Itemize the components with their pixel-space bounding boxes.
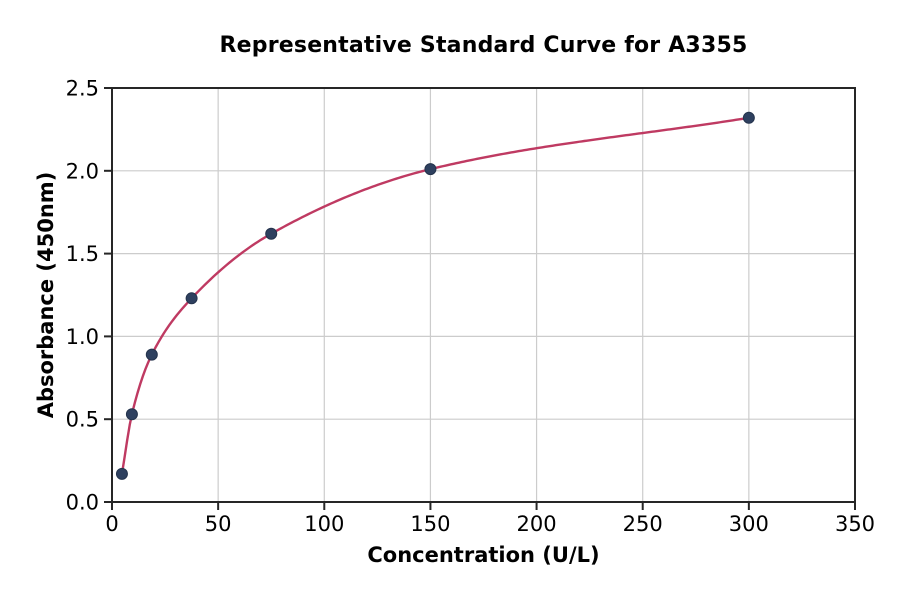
x-tick-label: 200 <box>517 512 557 536</box>
y-tick-label: 2.0 <box>66 159 99 183</box>
x-tick-label: 250 <box>623 512 663 536</box>
x-tick-label: 350 <box>835 512 875 536</box>
y-tick-label: 0.5 <box>66 408 99 432</box>
plot-border <box>111 87 856 503</box>
x-tick-label: 150 <box>410 512 450 536</box>
y-tick-label: 1.0 <box>66 325 99 349</box>
data-point <box>115 467 128 480</box>
data-point <box>125 408 138 421</box>
data-point <box>185 292 198 305</box>
chart-title: Representative Standard Curve for A3355 <box>219 33 748 58</box>
y-tick-label: 2.5 <box>66 77 99 101</box>
x-axis-label: Concentration (U/L) <box>367 543 600 567</box>
x-tick-label: 0 <box>105 512 118 536</box>
y-tick-label: 1.5 <box>66 242 99 266</box>
y-tick-label: 0.0 <box>66 491 99 515</box>
data-point <box>265 227 278 240</box>
data-point <box>742 111 755 124</box>
data-point <box>145 348 158 361</box>
x-tick-label: 300 <box>729 512 769 536</box>
x-tick-label: 50 <box>205 512 232 536</box>
x-tick-label: 100 <box>304 512 344 536</box>
data-point <box>424 163 437 176</box>
